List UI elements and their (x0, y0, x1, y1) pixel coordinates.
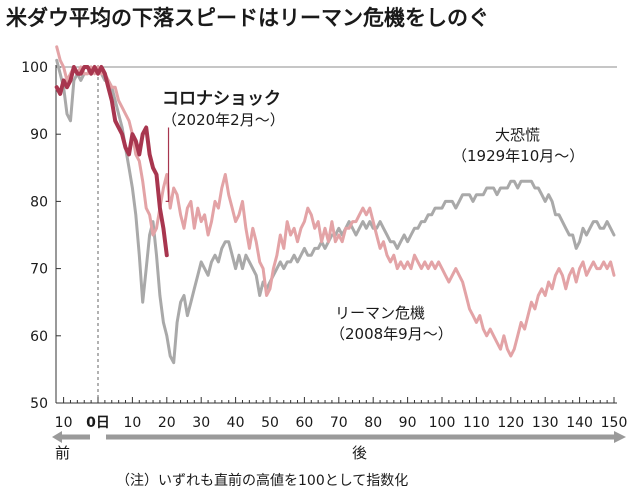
x-tick-label-50: 50 (261, 415, 279, 431)
before-label: 前 (55, 444, 70, 462)
y-tick-label-80: 80 (30, 194, 48, 210)
series-label-corona: コロナショック (162, 89, 281, 109)
chart-note: （注）いずれも直前の高値を100として指数化 (116, 473, 409, 489)
x-tick-label-0: 0日 (86, 415, 110, 431)
chart-series (54, 45, 616, 365)
series-label-depression: 大恐慌 (495, 126, 540, 144)
x-tick-label-80: 80 (364, 415, 382, 431)
x-tick-label-130: 130 (532, 415, 559, 431)
x-tick-label--10: 10 (55, 415, 73, 431)
x-tick-label-90: 90 (399, 415, 417, 431)
x-tick-label-140: 140 (566, 415, 593, 431)
x-tick-label-120: 120 (497, 415, 524, 431)
series-sublabel-lehman: （2008年9月～） (330, 325, 453, 343)
x-tick-label-30: 30 (192, 415, 210, 431)
x-tick-label-60: 60 (295, 415, 313, 431)
corona-leader-line (165, 127, 170, 202)
before-arrowhead (52, 431, 62, 443)
x-tick-label-70: 70 (330, 415, 348, 431)
chart-title: 米ダウ平均の下落スピードはリーマン危機をしのぐ (6, 6, 489, 30)
y-tick-label-70: 70 (30, 262, 48, 278)
x-tick-label-20: 20 (158, 415, 176, 431)
x-tick-label-150: 150 (601, 415, 628, 431)
x-tick-label-10: 10 (123, 415, 141, 431)
y-tick-label-90: 90 (30, 127, 48, 143)
series-sublabel-depression: （1929年10月～） (452, 147, 584, 165)
y-tick-label-60: 60 (30, 329, 48, 345)
lehman-line (55, 45, 616, 358)
chart-labels: コロナショック （2020年2月～） 大恐慌 （1929年10月～） リーマン危… (55, 89, 584, 462)
x-tick-label-40: 40 (227, 415, 245, 431)
chart-axes: 50 60 70 80 90 100 10 0日 10 20 30 40 50 60 70 80 90 100 11… (21, 60, 627, 443)
y-tick-label-50: 50 (30, 396, 48, 412)
y-tick-label-100: 100 (21, 60, 48, 76)
series-label-lehman: リーマン危機 (335, 304, 425, 322)
x-tick-label-110: 110 (463, 415, 490, 431)
series-sublabel-corona: （2020年2月～） (162, 111, 285, 129)
x-tick-label-100: 100 (429, 415, 456, 431)
corona-line (54, 65, 169, 258)
after-label: 後 (352, 444, 367, 462)
after-arrowhead (614, 431, 626, 443)
